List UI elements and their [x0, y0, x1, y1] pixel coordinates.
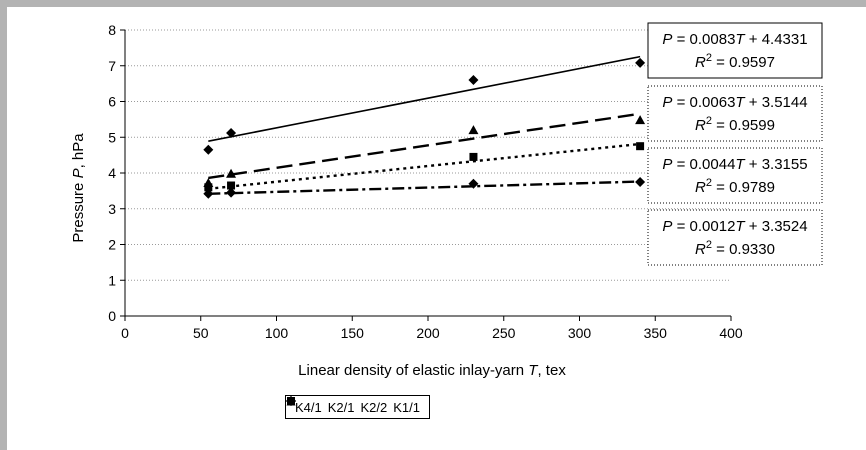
legend-item-k22: K2/2 — [286, 396, 388, 415]
data-point-k2-2 — [635, 115, 646, 125]
diamond-icon — [286, 396, 296, 406]
frame-left-border — [0, 0, 7, 450]
r-squared-text: R2 = 0.9599 — [695, 115, 775, 134]
fit-line-k2-2 — [208, 112, 641, 180]
y-tick-label: 7 — [108, 58, 116, 74]
data-point-k4-1 — [468, 75, 479, 86]
fit-line-k4-1 — [208, 55, 641, 142]
axes — [120, 29, 732, 321]
x-tick-label: 0 — [121, 325, 129, 341]
y-tick-label: 8 — [108, 22, 116, 38]
data-point-k1-1 — [226, 187, 237, 198]
fit-lines — [208, 55, 641, 195]
data-point-k1-1 — [203, 188, 214, 199]
r-squared-text: R2 = 0.9789 — [695, 177, 775, 196]
legend: K4/1 K2/1 K2/2 K1/1 — [285, 395, 430, 419]
r-squared-text: R2 = 0.9597 — [695, 52, 775, 71]
equation-box — [647, 22, 823, 79]
y-tick-label: 0 — [108, 308, 116, 324]
equation-text: P = 0.0044T + 3.3155 — [662, 156, 807, 173]
fit-line-k2-1 — [208, 142, 641, 191]
legend-label: K2/2 — [360, 399, 388, 415]
grid-lines — [125, 29, 731, 281]
legend-item-k41: K4/1 — [286, 396, 322, 415]
data-point-k2-1 — [204, 183, 213, 192]
y-axis-title: Pressure P, hPa — [70, 133, 87, 243]
x-tick-label: 250 — [492, 325, 516, 341]
equation-boxes: P = 0.0083T + 4.4331 R2 = 0.9597 P = 0.006… — [647, 22, 823, 266]
legend-item-k11: K1/1 — [286, 396, 420, 415]
data-point-k2-2 — [226, 168, 237, 178]
x-tick-label: 300 — [568, 325, 592, 341]
legend-label: K2/1 — [327, 399, 355, 415]
data-point-k2-1 — [227, 181, 236, 190]
equation-box — [647, 147, 823, 204]
x-tick-label: 100 — [265, 325, 289, 341]
frame-top-border — [0, 0, 866, 7]
data-point-k4-1 — [203, 144, 214, 155]
y-tick-label: 4 — [108, 165, 116, 181]
equation-box — [647, 209, 823, 266]
data-point-k1-1 — [468, 178, 479, 189]
y-tick-label: 6 — [108, 94, 116, 110]
legend-label: K4/1 — [295, 399, 322, 415]
tick-labels: 0 1 2 3 4 5 6 7 8 0 50 100 150 200 250 300 350 400 — [108, 22, 743, 341]
x-tick-label: 50 — [193, 325, 209, 341]
legend-item-k21: K2/1 — [287, 397, 355, 415]
y-tick-label: 5 — [108, 129, 116, 145]
data-point-k2-1 — [469, 152, 478, 161]
y-tick-label: 3 — [108, 201, 116, 217]
x-tick-label: 350 — [644, 325, 668, 341]
equation-box — [647, 85, 823, 142]
x-tick-label: 400 — [719, 325, 743, 341]
data-point-k1-1 — [635, 176, 646, 187]
legend-label: K1/1 — [393, 399, 420, 415]
x-tick-label: 200 — [416, 325, 440, 341]
x-tick-label: 150 — [341, 325, 365, 341]
equation-text: P = 0.0012T + 3.3524 — [662, 218, 807, 235]
r-squared-text: R2 = 0.9330 — [695, 239, 775, 258]
y-tick-label: 2 — [108, 237, 116, 253]
data-point-k4-1 — [635, 57, 646, 68]
equation-text: P = 0.0083T + 4.4331 — [662, 31, 807, 48]
equation-text: P = 0.0063T + 3.5144 — [662, 94, 807, 111]
data-point-k2-2 — [468, 125, 479, 135]
x-axis-title: Linear density of elastic inlay-yarn T, … — [298, 362, 566, 379]
data-points — [203, 57, 646, 199]
data-point-k2-1 — [636, 142, 645, 151]
fit-line-k1-1 — [208, 180, 641, 195]
data-point-k4-1 — [226, 127, 237, 138]
y-tick-label: 1 — [108, 272, 116, 288]
data-point-k2-2 — [203, 178, 214, 188]
